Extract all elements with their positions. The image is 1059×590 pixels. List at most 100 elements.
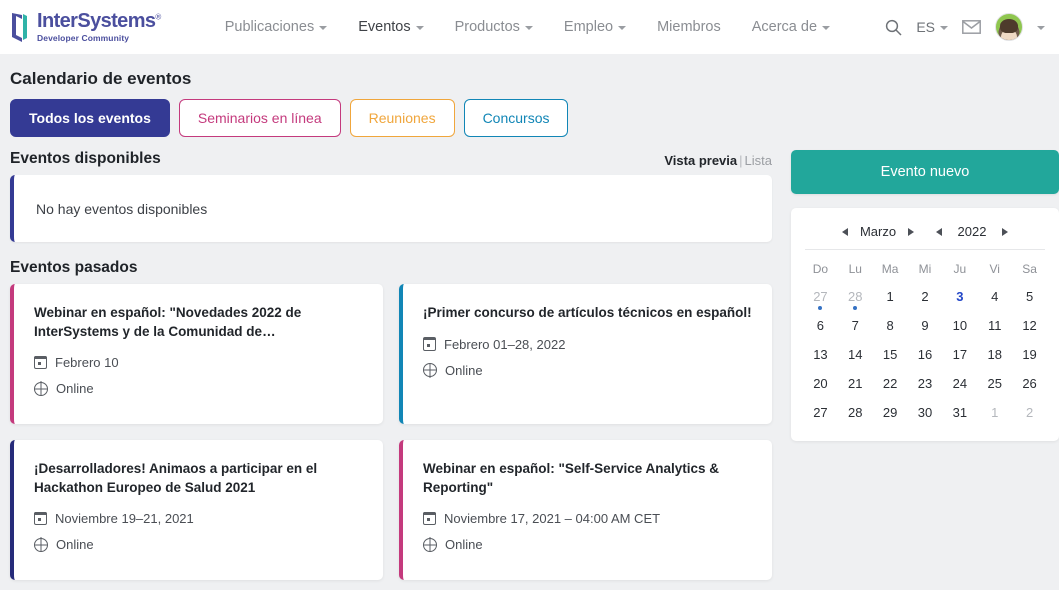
calendar-day[interactable]: 2 <box>1025 405 1034 420</box>
calendar-day[interactable]: 28 <box>848 405 863 420</box>
calendar-day[interactable]: 28 <box>838 283 873 309</box>
calendar-weekday-do: Do <box>812 262 829 276</box>
calendar-day[interactable]: 16 <box>917 347 933 362</box>
language-label: ES <box>916 19 935 35</box>
calendar-day[interactable]: 8 <box>886 318 894 333</box>
new-event-button[interactable]: Evento nuevo <box>791 150 1059 194</box>
nav-item-productos[interactable]: Productos <box>441 13 547 41</box>
nav-item-acerca-de[interactable]: Acerca de <box>738 13 844 41</box>
site-logo[interactable]: InterSystems® Developer Community <box>10 11 161 43</box>
top-navigation-bar: InterSystems® Developer Community Public… <box>0 0 1059 54</box>
calendar-day[interactable]: 17 <box>952 347 968 362</box>
calendar-day[interactable]: 1 <box>991 405 999 420</box>
logo-name: InterSystems <box>37 10 156 32</box>
nav-label: Miembros <box>657 19 721 35</box>
event-card-title: Webinar en español: "Self-Service Analyt… <box>423 461 719 495</box>
available-events-header: Eventos disponibles Vista previa | Lista <box>10 150 772 168</box>
calendar-day[interactable]: 18 <box>987 347 1002 362</box>
chevron-down-icon <box>415 26 424 30</box>
prev-month-arrow-icon[interactable] <box>842 227 848 236</box>
globe-icon <box>34 537 48 552</box>
search-icon[interactable] <box>885 19 902 36</box>
calendar-day[interactable]: 31 <box>952 405 968 420</box>
chevron-down-icon[interactable] <box>1037 26 1045 30</box>
calendar-day[interactable]: 15 <box>882 347 898 362</box>
next-year-arrow-icon[interactable] <box>1002 227 1008 236</box>
calendar-icon <box>422 337 437 351</box>
filter-concursos[interactable]: Concursos <box>463 99 569 137</box>
language-selector[interactable]: ES <box>916 19 948 35</box>
calendar-day[interactable]: 22 <box>882 376 898 391</box>
nav-label: Productos <box>454 19 520 35</box>
content-columns: Eventos disponibles Vista previa | Lista N… <box>10 150 1059 580</box>
view-mode-toggle: Vista previa | Lista <box>664 153 772 168</box>
prev-year-arrow-icon[interactable] <box>936 227 942 236</box>
nav-label: Publicaciones <box>224 19 315 35</box>
calendar-icon <box>422 511 437 526</box>
filter-todos-los-eventos[interactable]: Todos los eventos <box>10 99 170 137</box>
calendar-day[interactable]: 9 <box>921 318 929 333</box>
envelope-icon[interactable] <box>962 20 981 34</box>
event-card[interactable]: ¡Primer concurso de artículos técnicos e… <box>399 284 772 424</box>
calendar-day[interactable]: 1 <box>886 289 894 304</box>
calendar-weekday-sa: Sa <box>1022 262 1037 276</box>
calendar-day[interactable]: 7 <box>851 318 859 333</box>
calendar-day[interactable]: 10 <box>952 318 968 333</box>
nav-item-eventos[interactable]: Eventos <box>344 13 437 41</box>
calendar-day[interactable]: 23 <box>917 376 933 391</box>
calendar-day[interactable]: 25 <box>987 376 1002 391</box>
calendar-day[interactable]: 13 <box>813 347 828 362</box>
sidebar-column: Evento nuevo Marzo 2022 Do Lu Ma Mi Ju Vi S <box>791 150 1059 441</box>
calendar-month-nav: Marzo <box>842 224 914 239</box>
available-events-title: Eventos disponibles <box>10 150 161 167</box>
event-card[interactable]: ¡Desarrolladores! Animaos a participar e… <box>10 440 383 580</box>
nav-item-empleo[interactable]: Empleo <box>550 13 640 41</box>
chevron-down-icon <box>319 26 328 30</box>
filter-reuniones[interactable]: Reuniones <box>349 99 455 137</box>
next-month-arrow-icon[interactable] <box>908 227 914 236</box>
calendar-weekday-row: Do Lu Ma Mi Ju Vi Sa <box>803 256 1047 283</box>
event-card-location-row: Online <box>34 537 363 552</box>
calendar-day[interactable]: 2 <box>921 289 929 304</box>
logo-wordmark: InterSystems® <box>37 11 161 32</box>
event-card-date: Noviembre 19–21, 2021 <box>55 511 194 527</box>
filter-seminarios-en-linea[interactable]: Seminarios en línea <box>178 99 341 137</box>
calendar-day[interactable]: 30 <box>917 405 933 420</box>
calendar-day[interactable]: 6 <box>816 318 825 333</box>
calendar-day[interactable]: 11 <box>987 318 1002 333</box>
calendar-day[interactable]: 14 <box>848 347 863 362</box>
calendar-day[interactable]: 27 <box>803 283 838 309</box>
intersystems-logo-icon <box>10 11 30 43</box>
calendar-day[interactable]: 29 <box>882 405 898 420</box>
event-card[interactable]: Webinar en español: "Self-Service Analyt… <box>399 440 772 580</box>
calendar-day[interactable]: 12 <box>1022 318 1037 333</box>
calendar-divider <box>805 249 1045 250</box>
chevron-down-icon <box>618 26 627 30</box>
event-card-title: Webinar en español: "Novedades 2022 de I… <box>34 305 302 339</box>
nav-item-publicaciones[interactable]: Publicaciones <box>211 13 341 41</box>
primary-nav-links: Publicaciones Eventos Productos Empleo M… <box>211 13 844 41</box>
calendar-day[interactable]: 26 <box>1022 376 1037 391</box>
avatar[interactable] <box>995 13 1023 41</box>
event-type-filter-group: Todos los eventos Seminarios en línea Re… <box>10 99 1049 137</box>
nav-item-miembros[interactable]: Miembros <box>643 13 735 41</box>
view-mode-preview[interactable]: Vista previa <box>664 153 738 168</box>
calendar-day[interactable]: 27 <box>813 405 828 420</box>
view-mode-list[interactable]: Lista <box>744 153 772 168</box>
calendar-day[interactable]: 5 <box>1025 289 1034 304</box>
calendar-day[interactable]: 3 <box>956 289 964 304</box>
available-events-empty-state: No hay eventos disponibles <box>10 175 772 242</box>
event-card-date-row: Febrero 10 <box>33 355 363 370</box>
chevron-down-icon <box>940 26 948 30</box>
calendar-weekday-mi: Mi <box>918 262 932 276</box>
event-card-location: Online <box>56 381 94 397</box>
calendar-day[interactable]: 19 <box>1022 347 1037 362</box>
event-card[interactable]: Webinar en español: "Novedades 2022 de I… <box>10 284 383 424</box>
calendar-icon <box>33 511 48 526</box>
calendar-day[interactable]: 20 <box>813 376 828 391</box>
calendar-day[interactable]: 24 <box>952 376 968 391</box>
page-title: Calendario de eventos <box>10 69 192 88</box>
logo-registered-mark: ® <box>155 12 161 22</box>
calendar-day[interactable]: 4 <box>991 289 999 304</box>
calendar-day[interactable]: 21 <box>848 376 863 391</box>
